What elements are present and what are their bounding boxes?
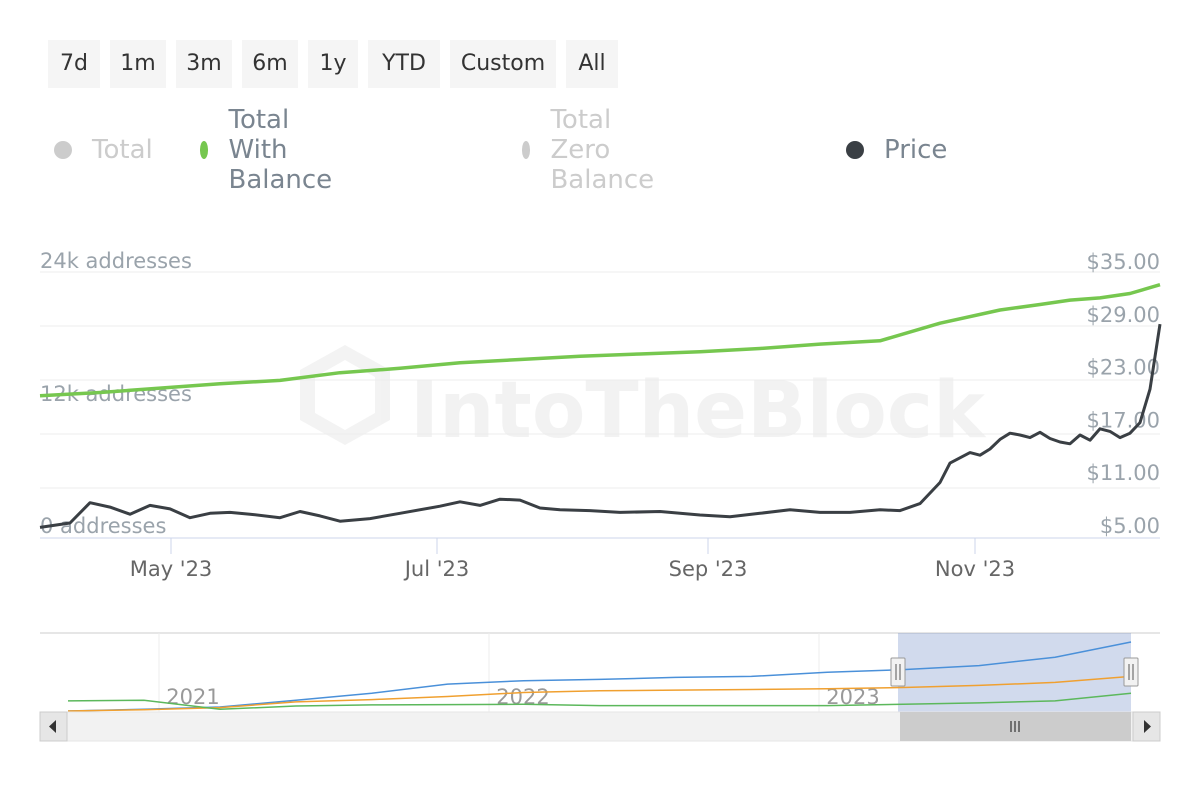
x-tick-label: Sep '23 [669,557,748,581]
legend-dot-icon [54,141,72,159]
x-tick-label: May '23 [130,557,213,581]
navigator-year-label: 2021 [166,685,219,709]
range-button-6m[interactable]: 6m [242,40,298,88]
navigator-year-label: 2022 [496,685,549,709]
y-left-tick-label: 0 addresses [40,514,166,538]
range-button-7d[interactable]: 7d [48,40,100,88]
y-right-tick-label: $17.00 [1087,408,1160,432]
legend-dot-icon [846,141,864,159]
navigator-selection[interactable] [898,633,1131,712]
y-left-tick-label: 24k addresses [40,249,192,273]
navigator-series-total-zero-balance [67,692,1132,711]
y-right-tick-label: $11.00 [1087,461,1160,485]
legend-dot-icon [200,141,209,159]
range-button-all[interactable]: All [566,40,618,88]
legend-item-total[interactable]: Total [54,128,153,172]
legend-label: Total With Balance [228,105,333,195]
legend-label: Total [92,135,153,165]
y-right-tick-label: $5.00 [1100,514,1160,538]
y-right-tick-label: $23.00 [1087,356,1160,380]
x-axis: May '23 Jul '23 Sep '23 Nov '23 [130,538,1015,581]
range-button-3m[interactable]: 3m [176,40,232,88]
watermark: IntoTheBlock [300,345,987,456]
navigator[interactable]: 2021 2022 2023 [39,632,1161,742]
watermark-text: IntoTheBlock [410,366,987,456]
range-button-1y[interactable]: 1y [308,40,358,88]
navigator-handle-right[interactable] [1123,657,1139,687]
legend-item-price[interactable]: Price [846,128,947,172]
y-right-tick-label: $35.00 [1087,250,1160,274]
x-tick-label: Jul '23 [403,557,470,581]
arrow-left-icon [49,720,56,733]
navigator-handle-left[interactable] [890,657,906,687]
series-line-price[interactable] [39,323,1162,529]
series-layer [39,283,1162,529]
navigator-series-total-with-balance [67,675,1132,712]
range-button-custom[interactable]: Custom [450,40,556,88]
range-button-ytd[interactable]: YTD [368,40,440,88]
watermark-logo-icon [300,345,390,445]
legend-dot-icon [522,141,531,159]
grip-icon [1010,721,1020,732]
x-tick-label: Nov '23 [935,557,1015,581]
range-button-1m[interactable]: 1m [110,40,166,88]
y-axis-right: $5.00 $11.00 $17.00 $23.00 $29.00 $35.00 [1087,250,1160,538]
legend-label: Price [884,135,948,165]
y-right-tick-label: $29.00 [1087,303,1160,327]
legend-label: Total Zero Balance [550,105,655,195]
legend-item-total-with-balance[interactable]: Total With Balance [200,105,342,195]
grid-lines [40,271,1160,539]
navigator-scrollbar[interactable] [39,711,1161,742]
legend-item-total-zero-balance[interactable]: Total Zero Balance [522,105,664,195]
series-line-total-with-balance[interactable] [39,283,1161,398]
navigator-series-total [67,641,1132,712]
arrow-right-icon [1144,720,1151,733]
